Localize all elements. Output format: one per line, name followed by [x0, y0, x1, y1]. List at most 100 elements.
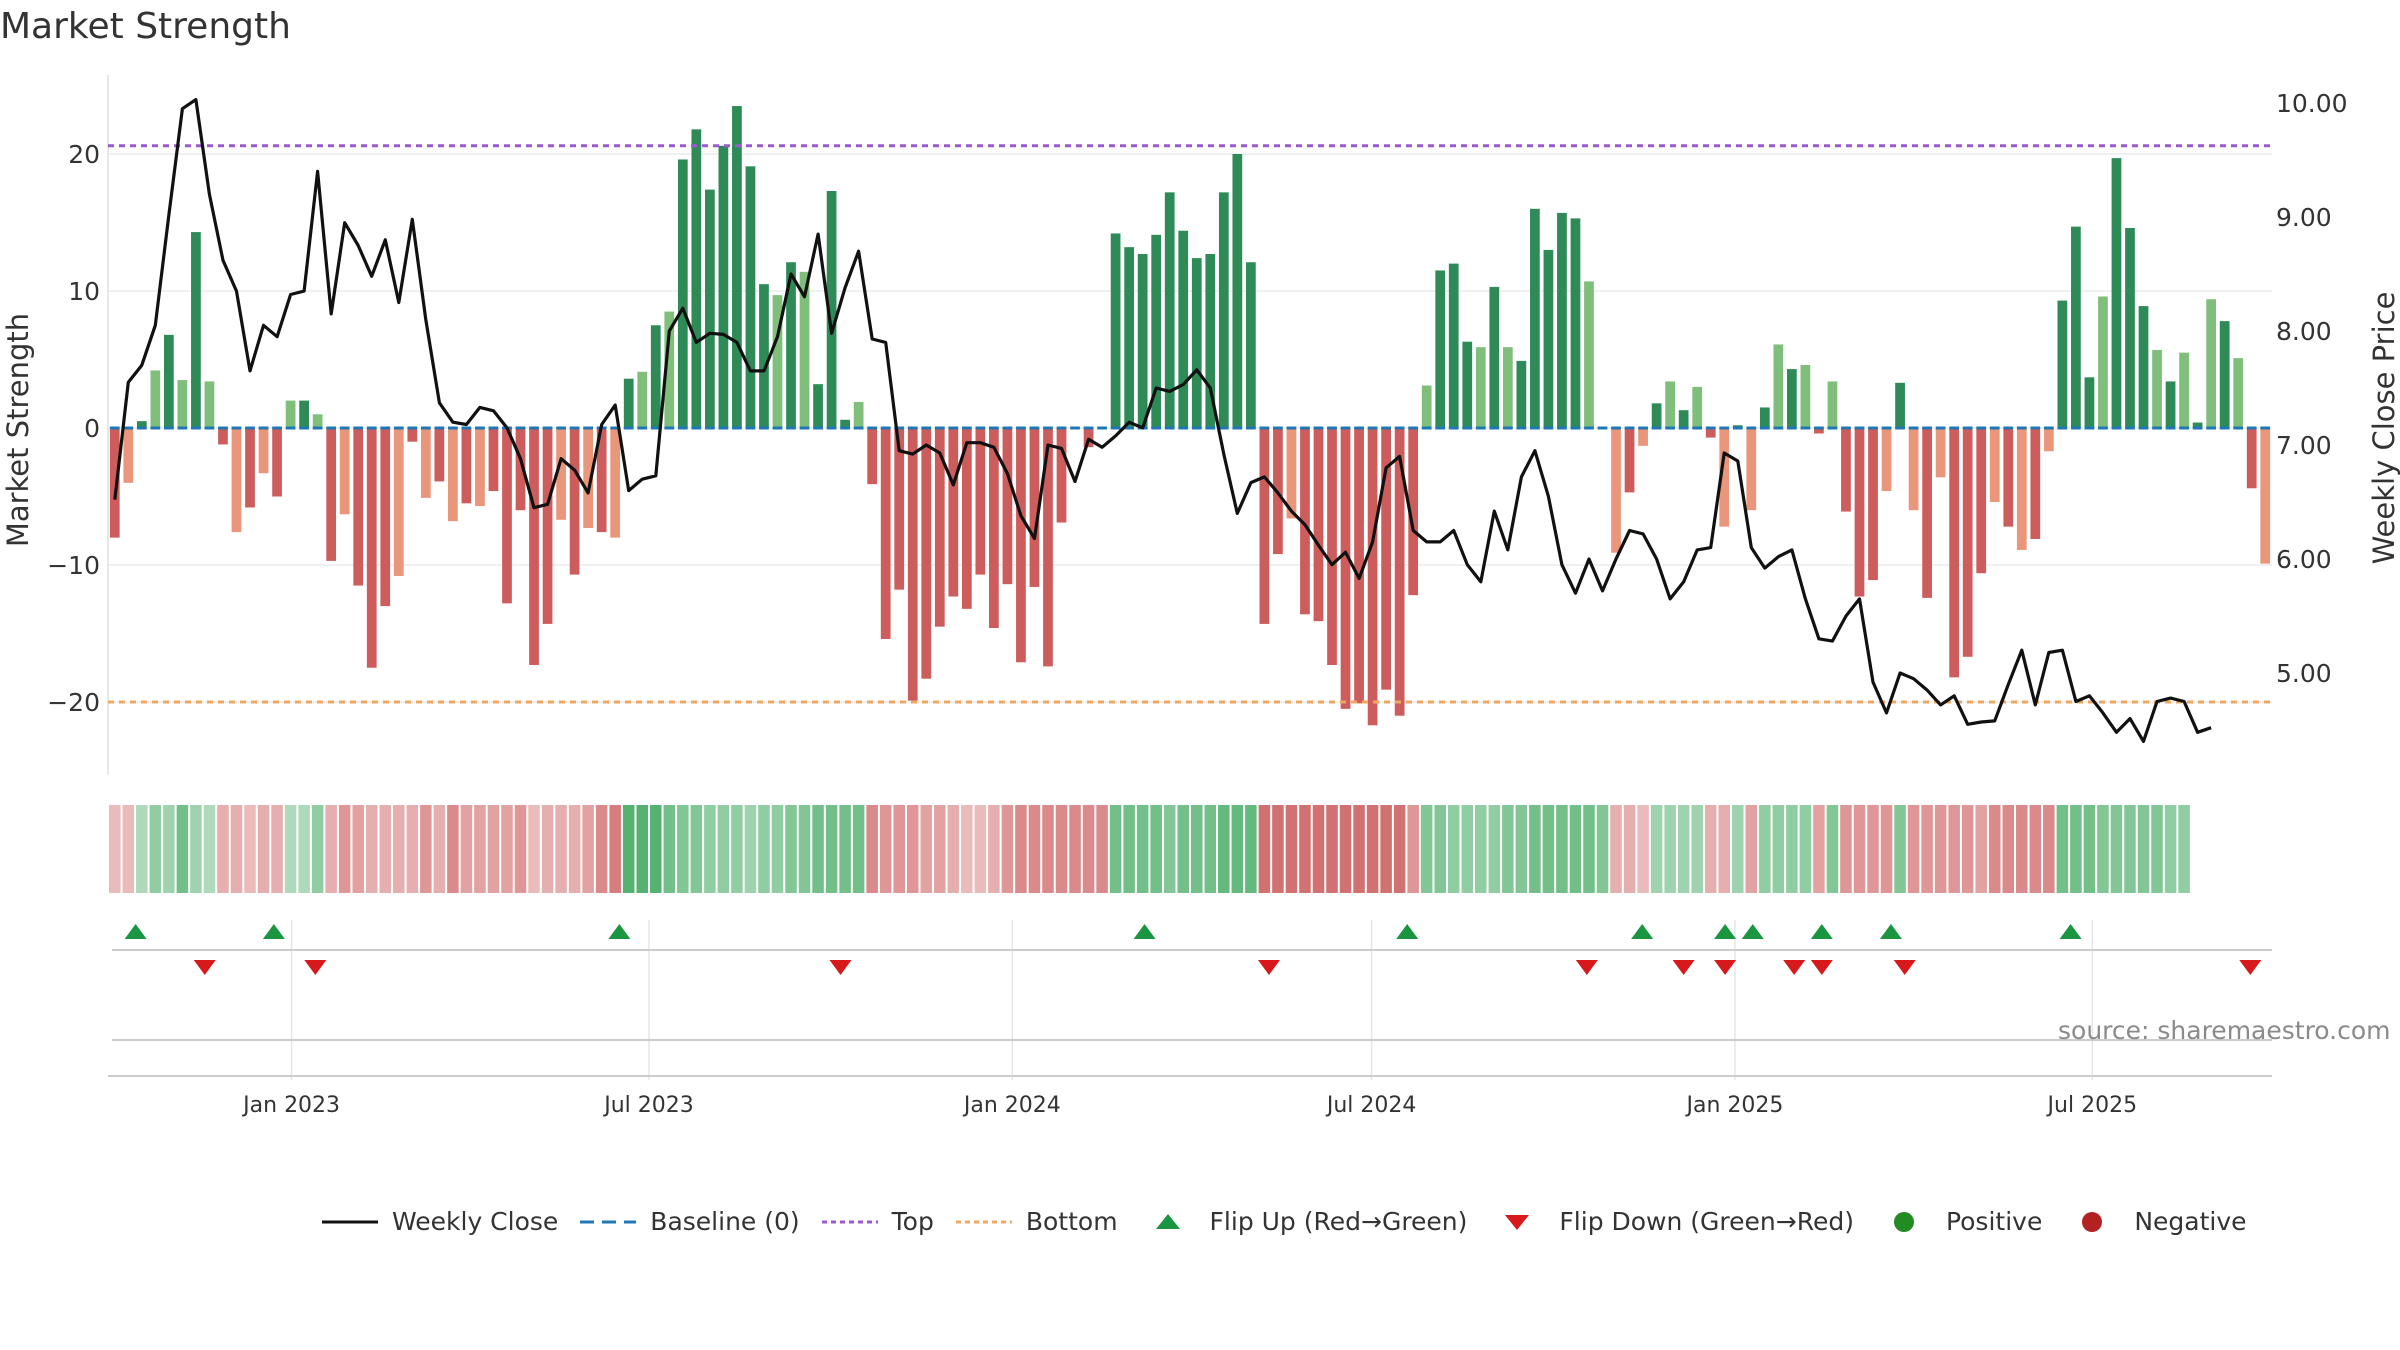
- heat-cell: [1826, 805, 1839, 893]
- legend-item-line: Weekly Close: [320, 1207, 558, 1236]
- heat-cell: [1231, 805, 1244, 893]
- heat-cell: [1204, 805, 1217, 893]
- strength-bar: [623, 378, 634, 428]
- strength-bar: [529, 428, 539, 666]
- strength-bar: [1191, 258, 1202, 428]
- legend-item-baseline: Baseline (0): [578, 1207, 800, 1236]
- strength-bar: [759, 284, 769, 428]
- strength-bar: [1759, 407, 1770, 428]
- heat-cell: [1015, 805, 1027, 893]
- strength-bar: [880, 428, 891, 639]
- flip-up-marker: [1714, 924, 1737, 939]
- legend-label: Positive: [1945, 1207, 2043, 1236]
- heat-cell: [244, 805, 256, 893]
- strength-bar: [934, 428, 945, 627]
- strength-bar: [677, 159, 688, 429]
- legend-glyph-positive: [1893, 1211, 1914, 1232]
- y2-tick-label: 6.00: [2276, 545, 2332, 574]
- heat-cell: [1502, 805, 1514, 893]
- heat-cell: [2178, 805, 2190, 893]
- strength-bar: [475, 428, 485, 507]
- strength-bar: [1178, 230, 1189, 428]
- heat-cell: [447, 805, 459, 893]
- strength-bar: [366, 428, 377, 668]
- heat-cell: [149, 805, 162, 893]
- heat-cell: [230, 805, 243, 893]
- strength-bar: [745, 166, 756, 428]
- heat-cell: [1420, 805, 1433, 893]
- y-tick-label: 20: [68, 140, 100, 169]
- strength-bar: [867, 428, 878, 485]
- heat-cell: [1028, 805, 1041, 893]
- heat-cell: [1786, 805, 1798, 893]
- strength-bar: [258, 428, 269, 474]
- heat-cell: [866, 805, 878, 893]
- heat-cell: [433, 805, 446, 893]
- strength-bar: [1164, 192, 1175, 428]
- legend-swatch-line: [322, 1220, 378, 1223]
- strength-bar: [1489, 286, 1500, 428]
- heat-cell: [1880, 805, 1893, 893]
- y-tick-label: 10: [68, 277, 100, 306]
- strength-bar: [1137, 254, 1148, 428]
- strength-bar: [1651, 403, 1662, 428]
- heat-cell: [1948, 805, 1960, 893]
- strength-bar: [136, 421, 147, 428]
- legend-label: Top: [891, 1207, 934, 1236]
- strength-bar: [2192, 422, 2203, 428]
- strength-bar: [2057, 300, 2068, 428]
- strength-bar: [1151, 234, 1162, 428]
- legend-glyph-flip_down: [1505, 1214, 1530, 1230]
- strength-bar: [326, 428, 337, 561]
- strength-bar: [2030, 428, 2041, 539]
- heat-cell: [906, 805, 919, 893]
- heat-cell: [704, 805, 716, 893]
- heat-cell: [1515, 805, 1528, 893]
- flip-up-marker: [1133, 924, 1156, 939]
- heat-cell: [568, 805, 581, 893]
- strength-bar: [1286, 428, 1297, 519]
- heat-cell: [1759, 805, 1771, 893]
- heat-cell: [1380, 805, 1392, 893]
- heat-cell: [1177, 805, 1189, 893]
- strength-bar: [312, 414, 323, 428]
- heat-cell: [1623, 805, 1636, 893]
- strength-bar: [1421, 385, 1432, 428]
- strength-bar: [583, 428, 594, 529]
- strength-bar: [272, 428, 282, 497]
- strength-bar: [813, 384, 823, 428]
- legend-swatch-top: [821, 1220, 878, 1223]
- strength-bar: [2206, 299, 2217, 428]
- strength-bar: [1448, 263, 1459, 428]
- strength-bar: [285, 400, 296, 428]
- strength-bar: [2084, 377, 2095, 428]
- heat-cell: [2164, 805, 2177, 893]
- heat-cell: [1718, 805, 1730, 893]
- heat-cell: [541, 805, 554, 893]
- strength-bar: [1394, 428, 1405, 716]
- heat-cell: [1813, 805, 1825, 893]
- heat-cell: [2029, 805, 2042, 893]
- heat-cell: [1988, 805, 2001, 893]
- heat-cell: [1583, 805, 1595, 893]
- strength-bar: [948, 428, 959, 597]
- strength-bar: [299, 400, 309, 428]
- heat-cell: [1353, 805, 1365, 893]
- heat-cell: [609, 805, 621, 893]
- heat-cell: [555, 805, 567, 893]
- x-tick-label: Jan 2023: [241, 1093, 340, 1118]
- strength-bar: [1976, 428, 1987, 574]
- strength-bar: [650, 325, 661, 428]
- heat-cell: [1650, 805, 1663, 893]
- heat-cell: [1664, 805, 1676, 893]
- strength-bar: [420, 428, 431, 498]
- strength-bar: [1935, 428, 1946, 478]
- heat-cell: [474, 805, 486, 893]
- heat-cell: [595, 805, 608, 893]
- strength-bar: [1029, 428, 1040, 587]
- heat-cell: [1921, 805, 1933, 893]
- legend-label: Bottom: [1025, 1207, 1118, 1236]
- strength-bar: [596, 428, 607, 533]
